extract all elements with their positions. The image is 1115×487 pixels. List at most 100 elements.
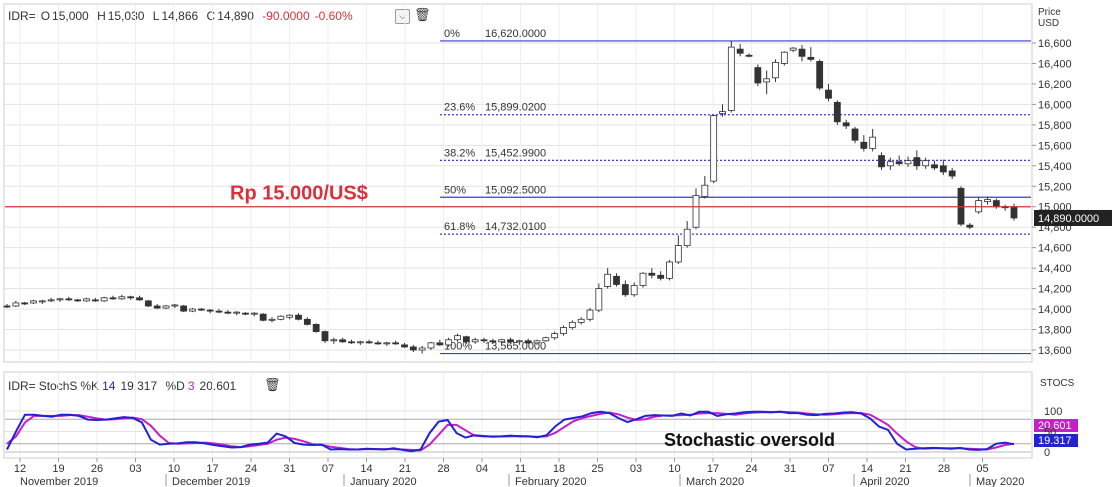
month-label: March 2020	[686, 476, 744, 487]
candle-body	[825, 89, 832, 99]
change-value: -90.0000	[262, 9, 310, 23]
x-tick-label: 12	[14, 463, 26, 475]
candle-body	[65, 298, 73, 301]
trash-icon[interactable]: 🗑	[414, 7, 431, 22]
x-tick-label: 26	[91, 463, 103, 475]
month-label: January 2020	[350, 476, 417, 487]
candle-body	[189, 308, 196, 312]
stoch-tick-label: 0	[1044, 447, 1050, 459]
month-label: December 2019	[172, 476, 250, 487]
low-value: 14,866	[161, 9, 199, 23]
candle-body	[3, 305, 11, 308]
k-value-badge	[1034, 434, 1078, 447]
candle-body	[277, 315, 285, 320]
price-panel-frame	[3, 3, 1033, 363]
candle-body	[515, 340, 523, 343]
candle-body	[242, 312, 249, 315]
y-tick-label: 15,200	[1038, 181, 1072, 193]
candle-body	[215, 310, 223, 313]
fib-pct-label: 0%	[444, 28, 460, 40]
month-label: May 2020	[976, 476, 1024, 487]
x-tick-label: 11	[515, 463, 526, 475]
open-value: 15,000	[52, 9, 89, 23]
candle-body	[727, 46, 735, 111]
price-axis-title-2: USD	[1038, 18, 1059, 29]
candle-body	[30, 300, 37, 304]
candle-body	[692, 195, 700, 228]
k-line	[6, 410, 1015, 453]
candle-body	[374, 342, 382, 345]
candle-body	[586, 309, 594, 320]
x-tick-label: 24	[745, 463, 757, 475]
candle-body	[127, 296, 135, 299]
fib-value-label: 15,452.9900	[485, 147, 546, 159]
candle-body	[47, 299, 55, 302]
candle-body	[74, 299, 82, 302]
trash-icon[interactable]: 🗑	[264, 377, 281, 392]
candle-body	[984, 199, 991, 203]
candle-body	[604, 273, 612, 287]
stoch-tick-label: 100	[1044, 406, 1062, 418]
y-tick-label: 14,200	[1038, 284, 1072, 296]
candle-body	[904, 160, 912, 165]
candle-body	[789, 47, 797, 51]
candle-body	[939, 165, 947, 173]
candle-body	[312, 324, 320, 332]
k-value: 19.317	[120, 379, 158, 393]
x-tick-label: 10	[168, 463, 180, 475]
candle-body	[365, 341, 373, 344]
candle-body	[392, 342, 400, 345]
x-tick-label: 17	[206, 463, 218, 475]
candle-body	[922, 160, 930, 167]
fib-pct-label: 50%	[444, 184, 466, 196]
candle-body	[860, 141, 868, 149]
candle-body	[878, 155, 885, 168]
y-tick-label: 15,800	[1038, 120, 1072, 132]
y-tick-label: 13,600	[1038, 345, 1072, 357]
candle-body	[162, 305, 170, 309]
x-tick-label: 07	[322, 463, 334, 475]
candle-body	[648, 272, 656, 276]
x-tick-label: 21	[899, 463, 911, 475]
candle-body	[109, 297, 117, 300]
fib-value-label: 15,092.5000	[485, 184, 546, 196]
candle-body	[471, 339, 479, 343]
candle-body	[842, 122, 850, 127]
low-label: L	[152, 9, 160, 23]
candle-body	[383, 342, 391, 345]
x-tick-label: 18	[553, 463, 565, 475]
candle-body	[833, 101, 841, 123]
candle-body	[736, 48, 744, 54]
candle-body	[966, 224, 974, 228]
candle-body	[931, 164, 938, 169]
x-tick-label: 17	[707, 463, 719, 475]
candle-body	[83, 298, 90, 302]
y-tick-label: 16,600	[1038, 38, 1072, 50]
candle-body	[816, 61, 824, 89]
price-axis-title-1: Price	[1038, 7, 1061, 18]
candle-body	[886, 161, 894, 167]
price-y-axis: 13,60013,80014,00014,20014,40014,60014,8…	[1032, 38, 1072, 357]
month-label: November 2019	[20, 476, 98, 487]
change-pct: -0.60%	[314, 9, 353, 23]
last-price-label: 14,890.0000	[1038, 213, 1099, 225]
candle-body	[895, 161, 903, 165]
candle-body	[630, 285, 638, 296]
x-tick-label: 05	[976, 463, 988, 475]
chevron-down-icon[interactable]: ⌵	[395, 9, 410, 24]
candle-body	[754, 67, 762, 84]
candle-body	[719, 111, 726, 115]
y-tick-label: 16,000	[1038, 99, 1072, 111]
candle-body	[100, 297, 108, 302]
x-tick-label: 31	[283, 463, 295, 475]
candle-body	[542, 337, 550, 342]
candle-body	[330, 339, 338, 342]
candle-body	[445, 339, 453, 346]
candle-body	[780, 51, 788, 64]
candle-body	[197, 308, 205, 311]
candle-body	[339, 339, 347, 343]
candle-body	[763, 78, 771, 83]
x-tick-label: 28	[437, 463, 449, 475]
